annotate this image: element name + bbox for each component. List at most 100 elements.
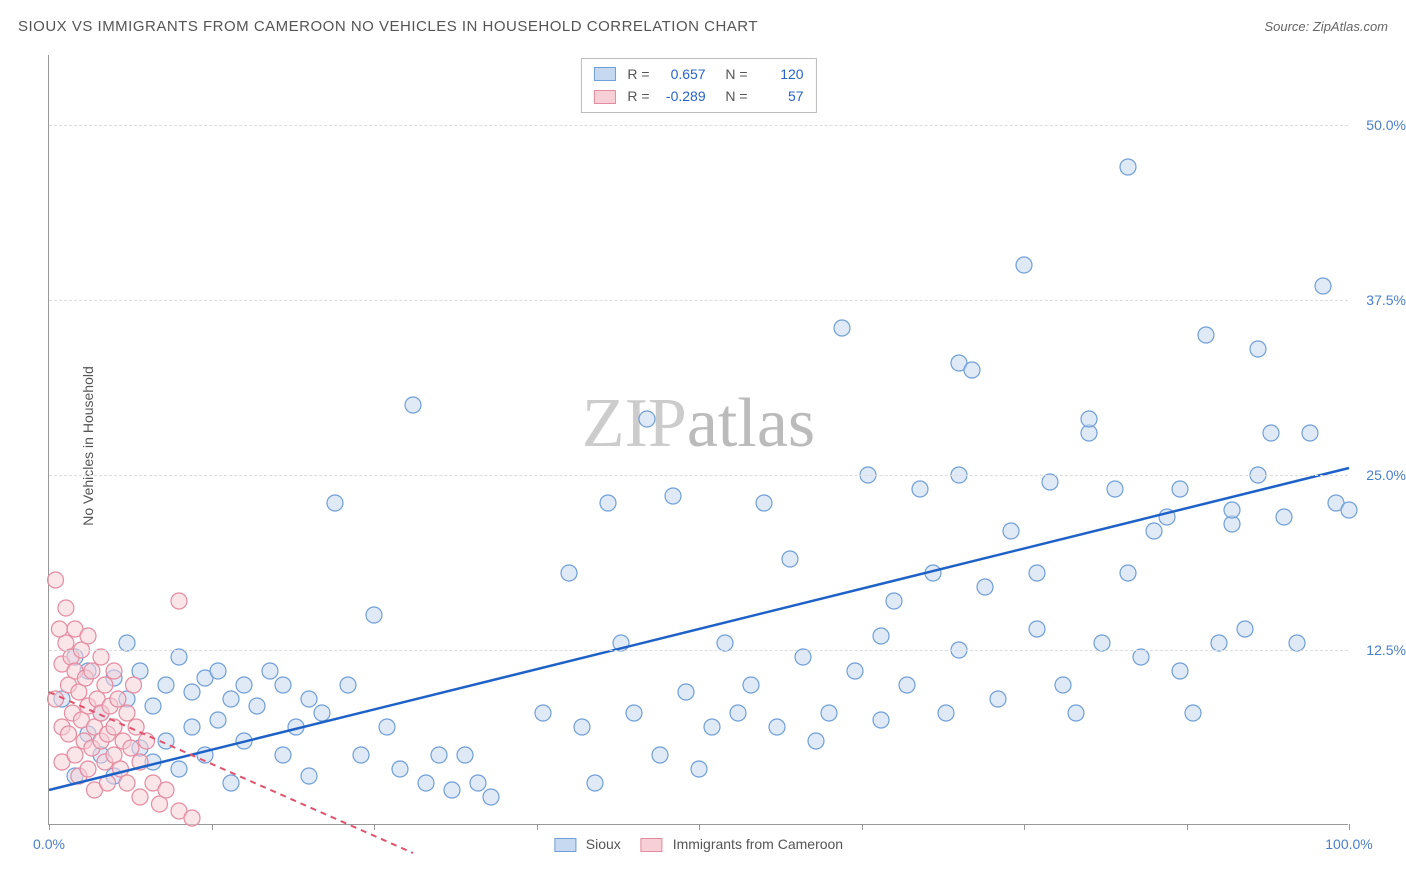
data-point xyxy=(223,691,239,707)
data-point xyxy=(61,726,77,742)
data-point xyxy=(58,600,74,616)
data-point xyxy=(782,551,798,567)
data-point xyxy=(106,663,122,679)
data-point xyxy=(119,705,135,721)
x-tick xyxy=(862,824,863,830)
data-point xyxy=(1315,278,1331,294)
data-point xyxy=(80,628,96,644)
data-point xyxy=(184,719,200,735)
data-point xyxy=(1224,502,1240,518)
data-point xyxy=(1172,663,1188,679)
data-point xyxy=(1107,481,1123,497)
data-point xyxy=(301,768,317,784)
data-point xyxy=(899,677,915,693)
x-tick xyxy=(1187,824,1188,830)
data-point xyxy=(561,565,577,581)
data-point xyxy=(327,495,343,511)
x-tick-label: 0.0% xyxy=(33,836,65,852)
data-point xyxy=(110,691,126,707)
data-point xyxy=(1016,257,1032,273)
gridline xyxy=(49,300,1348,301)
x-tick xyxy=(1349,824,1350,830)
data-point xyxy=(379,719,395,735)
data-point xyxy=(743,677,759,693)
data-point xyxy=(392,761,408,777)
data-point xyxy=(1120,565,1136,581)
data-point xyxy=(821,705,837,721)
data-point xyxy=(639,411,655,427)
x-tick xyxy=(374,824,375,830)
x-tick xyxy=(212,824,213,830)
stats-n-label-2: N = xyxy=(725,85,747,107)
data-point xyxy=(158,677,174,693)
stats-swatch-2 xyxy=(593,90,615,104)
data-point xyxy=(366,607,382,623)
data-point xyxy=(1237,621,1253,637)
y-tick-label: 37.5% xyxy=(1366,292,1406,308)
data-point xyxy=(652,747,668,763)
data-point xyxy=(126,677,142,693)
data-point xyxy=(1263,425,1279,441)
data-point xyxy=(873,628,889,644)
data-point xyxy=(938,705,954,721)
data-point xyxy=(977,579,993,595)
data-point xyxy=(1133,649,1149,665)
data-point xyxy=(730,705,746,721)
data-point xyxy=(275,747,291,763)
data-point xyxy=(1029,565,1045,581)
data-point xyxy=(1081,411,1097,427)
data-point xyxy=(97,677,113,693)
chart-title: SIOUX VS IMMIGRANTS FROM CAMEROON NO VEH… xyxy=(18,18,758,35)
data-point xyxy=(470,775,486,791)
data-point xyxy=(483,789,499,805)
data-point xyxy=(457,747,473,763)
data-point xyxy=(1185,705,1201,721)
data-point xyxy=(93,649,109,665)
data-point xyxy=(834,320,850,336)
data-point xyxy=(171,593,187,609)
data-point xyxy=(808,733,824,749)
stats-swatch-1 xyxy=(593,67,615,81)
gridline xyxy=(49,475,1348,476)
data-point xyxy=(158,782,174,798)
data-point xyxy=(340,677,356,693)
data-point xyxy=(1120,159,1136,175)
data-point xyxy=(847,663,863,679)
data-point xyxy=(769,719,785,735)
data-point xyxy=(119,635,135,651)
data-point xyxy=(795,649,811,665)
data-point xyxy=(1146,523,1162,539)
data-point xyxy=(626,705,642,721)
trend-line xyxy=(49,468,1349,790)
trend-line xyxy=(49,692,413,853)
data-point xyxy=(171,761,187,777)
data-point xyxy=(184,684,200,700)
legend-label-2: Immigrants from Cameroon xyxy=(673,836,843,852)
data-point xyxy=(210,712,226,728)
x-tick xyxy=(1024,824,1025,830)
x-tick-label: 100.0% xyxy=(1325,836,1372,852)
stats-n-value-1: 120 xyxy=(754,63,804,85)
legend-item-1: Sioux xyxy=(554,836,621,852)
gridline xyxy=(49,125,1348,126)
gridline xyxy=(49,650,1348,651)
data-point xyxy=(1198,327,1214,343)
data-point xyxy=(678,684,694,700)
data-point xyxy=(431,747,447,763)
data-point xyxy=(1172,481,1188,497)
data-point xyxy=(123,740,139,756)
data-point xyxy=(236,677,252,693)
plot-area: ZIPatlas R = 0.657 N = 120 R = -0.289 N … xyxy=(48,55,1348,825)
data-point xyxy=(1055,677,1071,693)
stats-n-label-1: N = xyxy=(725,63,747,85)
legend-swatch-2 xyxy=(641,838,663,852)
data-point xyxy=(145,698,161,714)
scatter-svg xyxy=(49,55,1348,824)
x-tick xyxy=(537,824,538,830)
data-point xyxy=(704,719,720,735)
stats-r-value-1: 0.657 xyxy=(656,63,706,85)
data-point xyxy=(912,481,928,497)
legend-item-2: Immigrants from Cameroon xyxy=(641,836,843,852)
data-point xyxy=(873,712,889,728)
data-point xyxy=(84,663,100,679)
